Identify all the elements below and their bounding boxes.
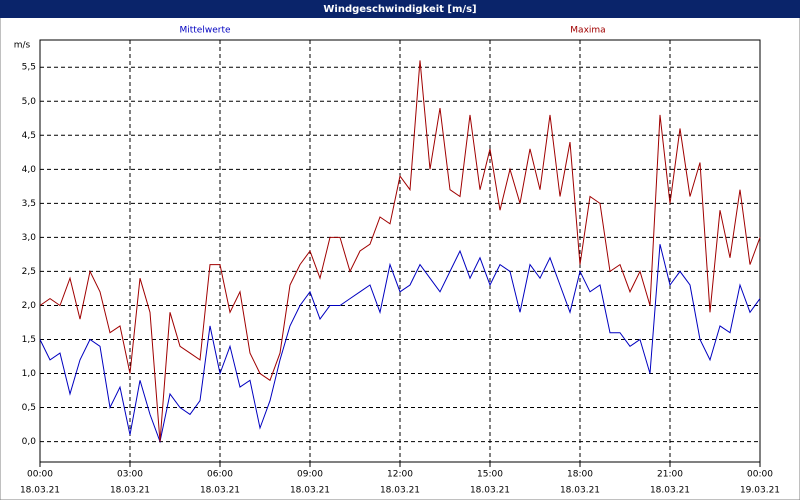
x-tick-label: 03:00 <box>117 470 143 480</box>
x-tick-date: 18.03.21 <box>200 486 240 496</box>
x-tick-label: 00:00 <box>27 470 53 480</box>
chart-title: Windgeschwindigkeit [m/s] <box>323 4 476 15</box>
y-tick-label: 4,0 <box>22 165 37 175</box>
x-tick-date: 18.03.21 <box>470 486 510 496</box>
y-tick-label: 0,5 <box>22 403 36 413</box>
y-tick-label: 3,0 <box>22 233 37 243</box>
legend-label: Mittelwerte <box>179 26 230 36</box>
plot-frame <box>39 39 761 463</box>
y-tick-label: 5,0 <box>22 97 37 107</box>
x-tick-label: 12:00 <box>387 470 413 480</box>
series-line <box>39 60 761 442</box>
y-tick-label: 1,5 <box>22 335 36 345</box>
x-tick-label: 06:00 <box>207 470 233 480</box>
x-tick-date: 18.03.21 <box>560 486 600 496</box>
y-tick-label: 2,5 <box>22 267 36 277</box>
y-unit: m/s <box>14 41 31 51</box>
x-tick-label: 09:00 <box>297 470 323 480</box>
x-tick-date: 18.03.21 <box>20 486 60 496</box>
x-tick-date: 19.03.21 <box>740 486 780 496</box>
x-tick-label: 21:00 <box>657 470 683 480</box>
legend-label: Maxima <box>570 26 605 36</box>
x-tick-date: 18.03.21 <box>110 486 150 496</box>
x-tick-date: 18.03.21 <box>650 486 690 496</box>
y-tick-label: 0,0 <box>22 437 37 447</box>
x-tick-label: 18:00 <box>567 470 593 480</box>
y-tick-label: 3,5 <box>22 199 36 209</box>
x-tick-date: 18.03.21 <box>290 486 330 496</box>
x-tick-date: 18.03.21 <box>380 486 420 496</box>
x-tick-label: 00:00 <box>747 470 773 480</box>
y-tick-label: 2,0 <box>22 301 37 311</box>
title-bar <box>0 0 800 18</box>
x-tick-label: 15:00 <box>477 470 503 480</box>
y-tick-label: 5,5 <box>22 63 36 73</box>
y-tick-label: 1,0 <box>22 369 37 379</box>
y-tick-label: 4,5 <box>22 131 36 141</box>
